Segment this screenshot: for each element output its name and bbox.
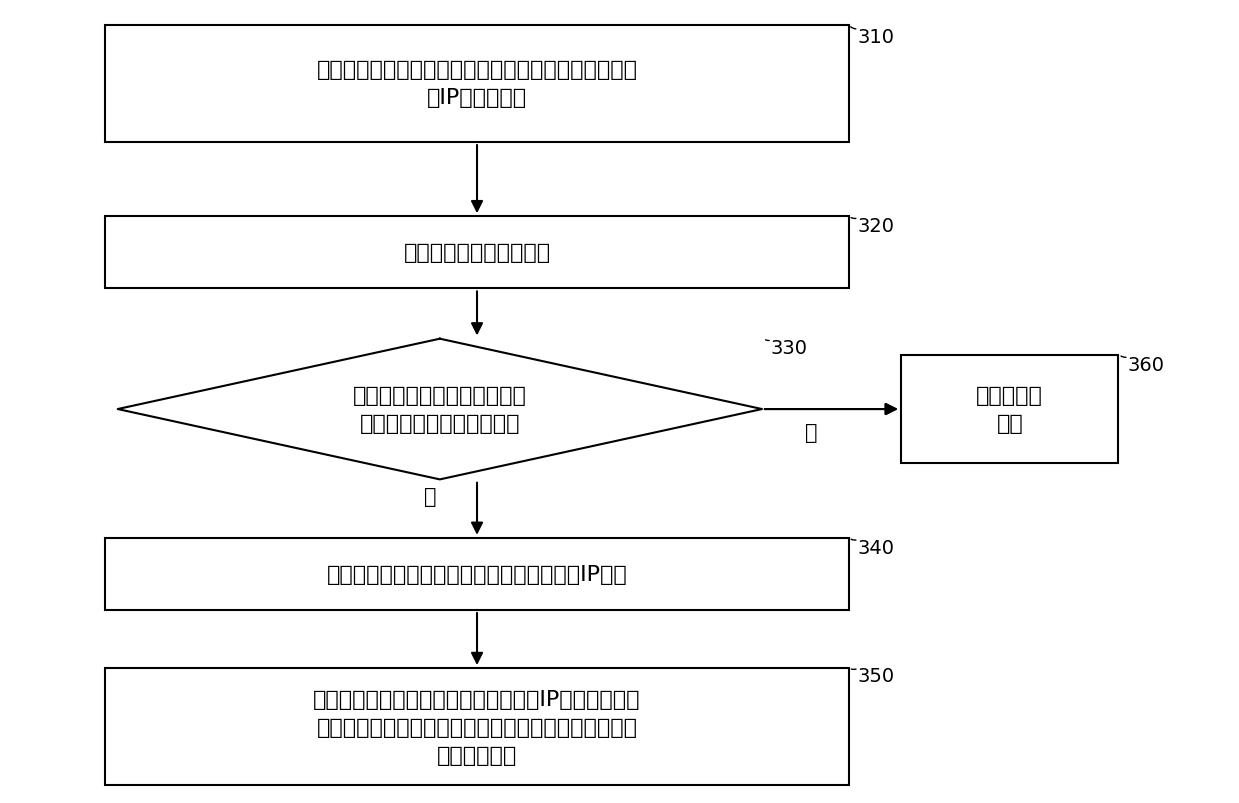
Text: 340: 340: [857, 538, 895, 557]
Text: 360: 360: [1127, 356, 1165, 375]
Text: 根据映射关系获取容器命名空间对应的容器IP地址: 根据映射关系获取容器命名空间对应的容器IP地址: [327, 565, 627, 584]
FancyBboxPatch shape: [105, 217, 849, 289]
FancyBboxPatch shape: [901, 355, 1118, 464]
Text: 在应用启动后，根据承载应用的容器的IP地址，利用原
始路由表信息获取容器的最佳路由路径，以便容器执行
最佳路由路径: 在应用启动后，根据承载应用的容器的IP地址，利用原 始路由表信息获取容器的最佳路…: [313, 689, 641, 764]
Text: 设置映射关系的生存时长: 设置映射关系的生存时长: [404, 243, 550, 263]
Text: 330: 330: [771, 339, 808, 358]
FancyBboxPatch shape: [105, 26, 849, 142]
Text: 应用在容器部署后，记录应用标识、容器命名空间和容
器IP的映射关系: 应用在容器部署后，记录应用标识、容器命名空间和容 器IP的映射关系: [316, 60, 638, 108]
Text: 清除该映射
关系: 清除该映射 关系: [976, 385, 1043, 434]
FancyBboxPatch shape: [105, 668, 849, 785]
Text: 否: 否: [805, 422, 818, 442]
Text: 310: 310: [857, 28, 895, 47]
FancyBboxPatch shape: [105, 538, 849, 610]
Text: 320: 320: [857, 217, 895, 236]
Text: 是: 是: [424, 487, 436, 506]
Text: 350: 350: [857, 666, 895, 686]
Text: 在容器关停后，判断经过生存
时长是否收到容器重启通知: 在容器关停后，判断经过生存 时长是否收到容器重启通知: [353, 385, 527, 434]
